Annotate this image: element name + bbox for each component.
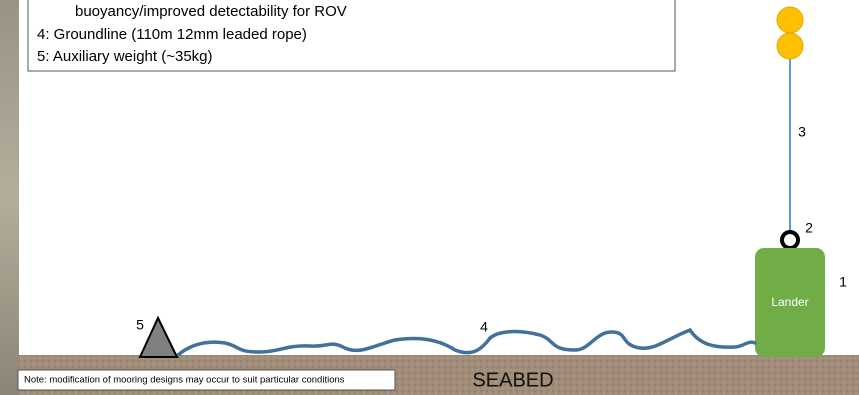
number-label: 1 (839, 274, 847, 290)
mooring-diagram: buoyancy/improved detectability for ROV … (0, 0, 859, 395)
number-label: 4 (480, 319, 488, 335)
buoy (777, 7, 803, 33)
buoy (777, 33, 803, 59)
legend-line: 5: Auxiliary weight (~35kg) (37, 48, 213, 65)
legend-line: buoyancy/improved detectability for ROV (75, 3, 347, 20)
number-label: 3 (798, 124, 806, 140)
note: Note: modification of mooring designs ma… (24, 375, 345, 386)
lander-label: Lander (771, 295, 808, 309)
number-label: 2 (805, 220, 813, 236)
ring (782, 232, 798, 248)
seabed-label: SEABED (472, 369, 553, 391)
photo-strip (0, 0, 19, 395)
legend-line: 4: Groundline (110m 12mm leaded rope) (37, 26, 307, 43)
number-label: 5 (136, 317, 144, 333)
